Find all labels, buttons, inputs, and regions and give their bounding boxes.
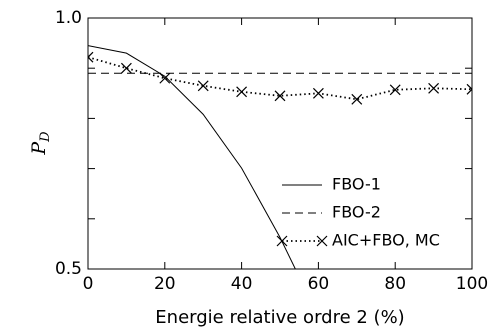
y-axis-label: PD [28, 131, 53, 156]
marker [276, 235, 288, 247]
marker-shape [351, 93, 363, 105]
plot-frame [87, 17, 473, 270]
marker [351, 93, 363, 105]
marker [428, 82, 440, 94]
x-tick-label: 60 [308, 274, 330, 294]
marker-shape [159, 72, 171, 84]
legend-label: FBO-1 [332, 175, 381, 194]
marker-shape [197, 80, 209, 92]
plot-area [88, 45, 472, 269]
marker-shape [428, 82, 440, 94]
marker-shape [88, 51, 94, 63]
marker [159, 72, 171, 84]
marker [120, 62, 132, 74]
y-tick-label: 1.0 [55, 8, 82, 28]
marker [316, 235, 328, 247]
marker-shape [466, 83, 472, 95]
legend-label: FBO-2 [332, 203, 381, 222]
marker [88, 51, 94, 63]
marker [197, 80, 209, 92]
series-line [88, 45, 296, 269]
x-tick-label: 40 [231, 274, 253, 294]
x-tick-label: 100 [456, 274, 488, 294]
marker [389, 84, 401, 96]
marker-shape [316, 235, 328, 247]
marker [466, 83, 472, 95]
y-axis-label-main: P [28, 141, 50, 156]
y-tick-label: 0.5 [55, 259, 82, 279]
marker-shape [312, 87, 324, 99]
marker-shape [236, 86, 248, 98]
marker [236, 86, 248, 98]
marker-shape [120, 62, 132, 74]
marker-shape [389, 84, 401, 96]
x-axis-label: Energie relative ordre 2 (%) [155, 307, 404, 328]
series-line [88, 56, 472, 101]
x-tick-label: 80 [384, 274, 406, 294]
legend-label: AIC+FBO, MC [332, 231, 440, 250]
y-axis-label-sub: D [38, 131, 53, 143]
marker [274, 90, 286, 102]
marker-shape [274, 90, 286, 102]
marker-shape [276, 235, 288, 247]
x-tick-label: 20 [154, 274, 176, 294]
marker [312, 87, 324, 99]
x-tick-label: 0 [83, 274, 94, 294]
